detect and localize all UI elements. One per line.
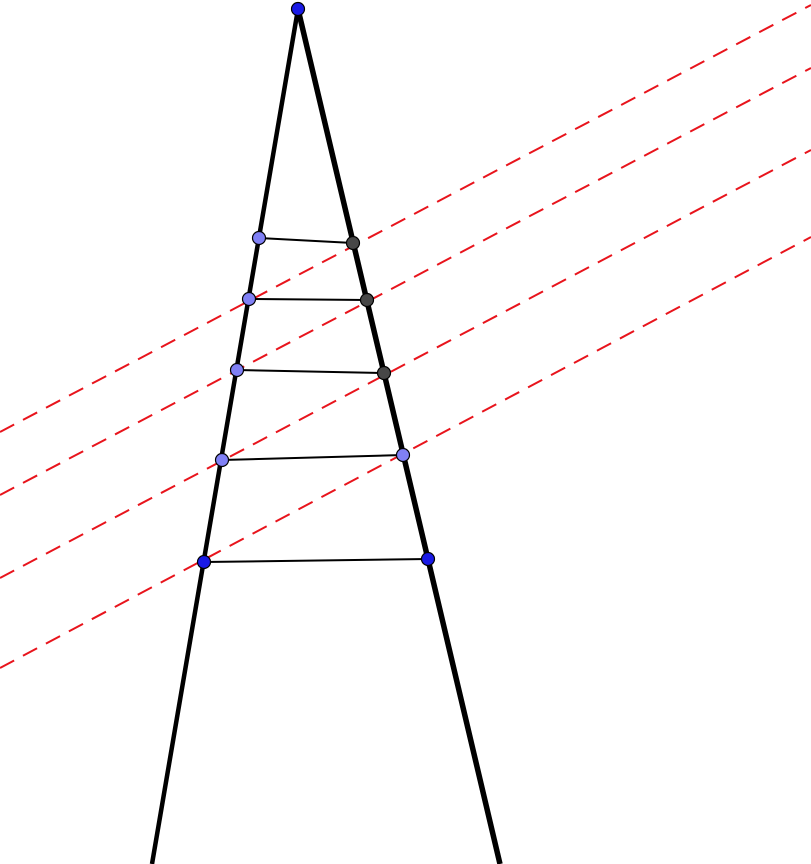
rung	[236, 369, 385, 374]
dashed-line	[0, 4, 811, 433]
rung	[248, 298, 368, 301]
dashed-lines	[0, 4, 811, 669]
rung	[203, 558, 429, 563]
dashed-line	[0, 149, 811, 579]
point	[376, 365, 392, 381]
point	[395, 447, 411, 463]
rung	[221, 454, 404, 461]
rungs	[203, 237, 429, 563]
point	[214, 452, 230, 468]
rung	[258, 237, 354, 244]
right-side	[295, 8, 503, 864]
point	[196, 554, 212, 570]
point	[345, 235, 361, 251]
point	[420, 551, 436, 567]
point	[251, 230, 267, 246]
points	[196, 1, 436, 570]
point	[229, 362, 245, 378]
point	[241, 291, 257, 307]
point	[359, 292, 375, 308]
apex-point	[290, 1, 306, 17]
dashed-line	[0, 236, 811, 669]
dashed-line	[0, 67, 811, 496]
left-side	[149, 8, 301, 864]
